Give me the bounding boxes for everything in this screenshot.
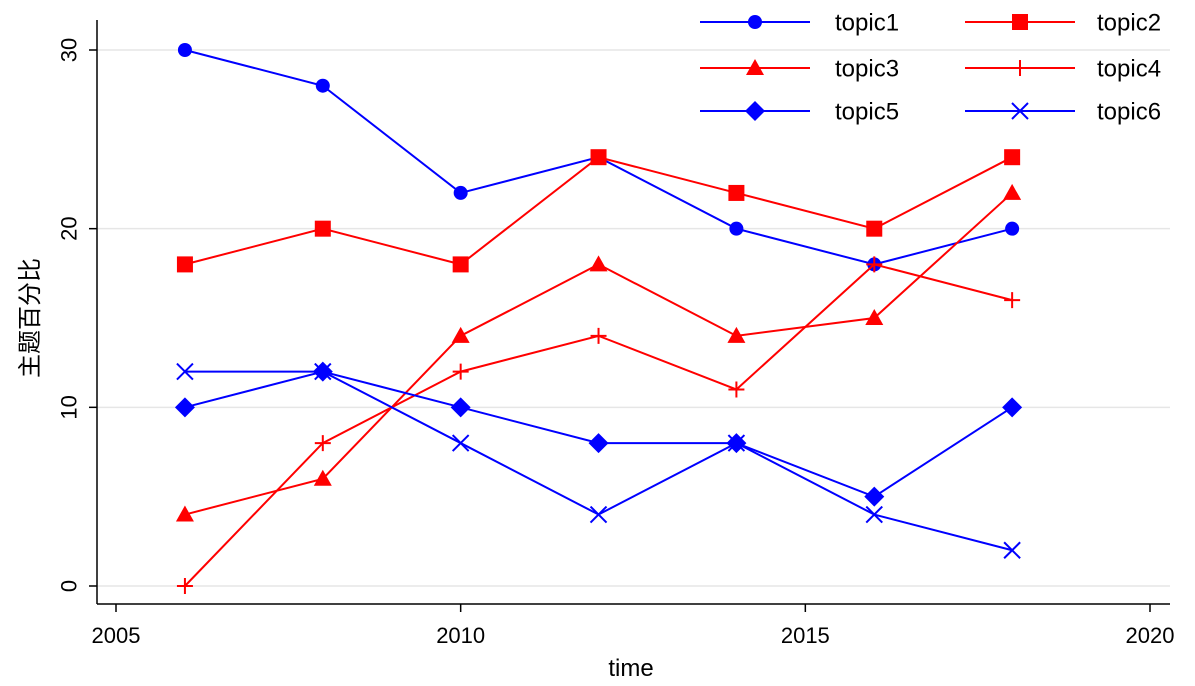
data-point-topic6-2006: [176, 362, 194, 381]
legend-label: topic3: [835, 55, 899, 82]
data-point-topic4-2006: [176, 578, 193, 594]
data-point-topic4-2014: [728, 381, 745, 398]
grid-lines: [97, 49, 1170, 587]
series-topic3: [175, 183, 1022, 522]
data-point-topic4-2012: [590, 327, 607, 344]
data-point-topic3-2012: [589, 255, 608, 272]
legend-label: topic1: [835, 9, 899, 36]
data-point-topic2-2006: [176, 256, 193, 273]
data-point-topic2-2012: [590, 149, 607, 166]
y-tick-label: 20: [57, 216, 82, 240]
data-point-topic2-2018: [1004, 149, 1021, 166]
data-point-topic3-2014: [727, 326, 746, 343]
data-point-topic1-2008: [315, 78, 330, 93]
legend-marker-topic3: [746, 59, 764, 75]
legend-item-topic1: topic1: [700, 9, 899, 36]
data-point-topic2-2008: [314, 220, 331, 237]
y-tick-label: 30: [57, 38, 82, 62]
legend-item-topic5: topic5: [700, 98, 899, 125]
data-point-topic3-2010: [451, 326, 470, 343]
data-point-topic2-2010: [452, 256, 469, 273]
data-point-topic4-2008: [314, 435, 331, 452]
legend-item-topic3: topic3: [700, 55, 899, 82]
data-point-topic5-2016: [864, 486, 885, 507]
data-point-topic1-2010: [453, 185, 468, 200]
series-topic4: [176, 256, 1021, 594]
legend-item-topic2: topic2: [965, 9, 1161, 36]
legend: topic1 topic2 topic3 topic4 topic5 topic6: [700, 9, 1161, 125]
data-point-topic2-2016: [866, 220, 883, 237]
series-layer: [174, 43, 1023, 594]
data-point-topic5-2010: [450, 397, 471, 418]
y-axis-title: 主题百分比: [17, 258, 44, 378]
data-point-topic1-2014: [729, 221, 744, 236]
legend-label: topic5: [835, 98, 899, 125]
data-point-topic6-2008: [314, 362, 332, 381]
data-point-topic5-2018: [1002, 397, 1023, 418]
legend-marker-topic4: [1012, 60, 1028, 76]
legend-item-topic6: topic6: [965, 98, 1161, 125]
data-point-topic3-2006: [175, 505, 194, 522]
data-point-topic6-2016: [865, 505, 883, 524]
data-point-topic4-2018: [1004, 292, 1021, 309]
y-tick-label: 0: [57, 580, 82, 592]
legend-label: topic2: [1097, 9, 1161, 36]
legend-item-topic4: topic4: [965, 55, 1161, 82]
series-line-topic2: [184, 156, 1013, 266]
data-point-topic6-2014: [727, 434, 746, 452]
data-point-topic2-2014: [728, 184, 745, 201]
data-point-topic1-2006: [177, 43, 192, 57]
data-point-topic6-2012: [589, 505, 608, 524]
legend-marker-topic5: [745, 101, 765, 121]
x-tick-label: 2015: [781, 623, 830, 648]
legend-label: topic6: [1097, 98, 1161, 125]
legend-marker-topic1: [748, 15, 762, 29]
data-point-topic1-2018: [1005, 221, 1020, 236]
y-axis-ticks: 0 10 20 30: [57, 38, 97, 592]
legend-marker-topic2: [1012, 14, 1028, 30]
x-tick-label: 2005: [92, 623, 141, 648]
data-point-topic4-2016: [866, 256, 883, 273]
data-point-topic3-2008: [313, 469, 332, 486]
x-tick-label: 2010: [436, 623, 485, 648]
series-topic6: [176, 362, 1021, 559]
data-point-topic4-2010: [452, 363, 469, 380]
axes: [96, 20, 1170, 605]
y-tick-label: 10: [57, 395, 82, 419]
series-topic2: [176, 149, 1021, 273]
data-point-topic5-2006: [174, 397, 195, 418]
series-line-topic4: [184, 263, 1013, 587]
data-point-topic3-2018: [1003, 183, 1022, 200]
x-axis-ticks: 2005 2010 2015 2020: [92, 604, 1175, 648]
data-point-topic6-2010: [451, 434, 470, 452]
data-point-topic5-2012: [588, 433, 609, 454]
data-point-topic6-2018: [1003, 541, 1021, 559]
x-axis-title: time: [608, 655, 653, 682]
legend-label: topic4: [1097, 55, 1161, 82]
series-line-topic6: [184, 370, 1013, 552]
legend-marker-topic6: [1011, 102, 1029, 120]
data-point-topic3-2016: [865, 309, 884, 325]
x-tick-label: 2020: [1126, 623, 1175, 648]
series-line-topic3: [184, 192, 1013, 516]
